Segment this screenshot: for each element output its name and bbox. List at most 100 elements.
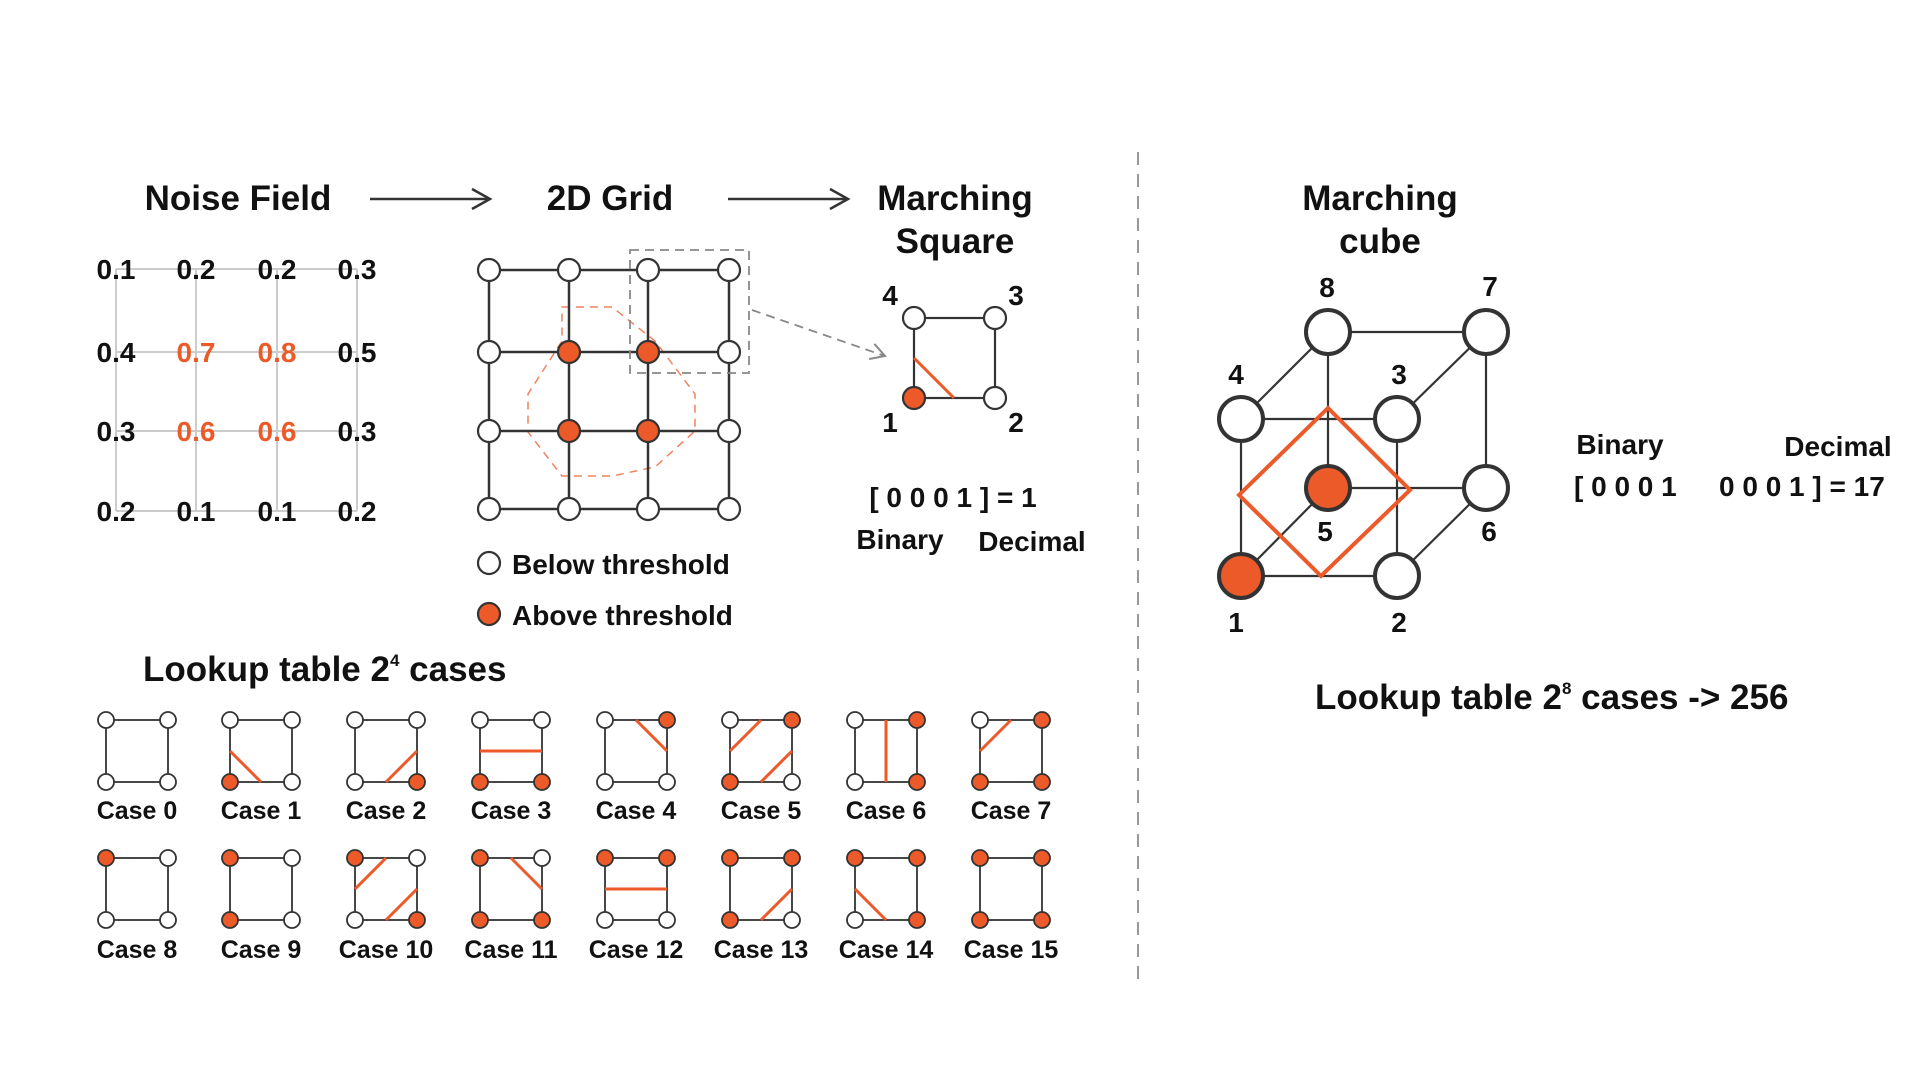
cube-vertex-6 — [1462, 464, 1510, 512]
grid-node-above — [635, 418, 661, 444]
case-14: Case 14 — [839, 849, 934, 964]
case-label: Case 12 — [589, 936, 684, 964]
legend-above-icon — [476, 601, 502, 627]
case-corner-below — [846, 711, 864, 729]
lookup-2d-title: Lookup table 24 cases — [143, 650, 507, 689]
grid-node-below — [635, 257, 661, 283]
case-label: Case 7 — [971, 797, 1052, 825]
case-corner-above — [971, 911, 989, 929]
case-cell — [729, 857, 793, 921]
case-corner-above — [1033, 911, 1051, 929]
legend-below-label: Below threshold — [512, 549, 730, 580]
case-corner-below — [97, 711, 115, 729]
case-corner-below — [159, 773, 177, 791]
case-corner-below — [471, 711, 489, 729]
cube-vertex-4 — [1217, 395, 1265, 443]
case-cell — [854, 857, 918, 921]
marching-cube-title-line1: Marching — [1302, 179, 1458, 218]
noise-value: 0.8 — [258, 337, 297, 368]
case-corner-above — [533, 773, 551, 791]
case-label: Case 6 — [846, 797, 927, 825]
case-corner-below — [533, 849, 551, 867]
case-corner-above — [908, 911, 926, 929]
case-corner-below — [159, 849, 177, 867]
cube-vertex-5 — [1304, 464, 1352, 512]
grid2d-nodes — [476, 257, 742, 522]
case-corner-above — [721, 911, 739, 929]
selection-box — [629, 249, 750, 374]
case-corner-below — [721, 711, 739, 729]
case-corner-below — [408, 849, 426, 867]
cube-label-5: 5 — [1317, 516, 1333, 547]
case-label: Case 3 — [471, 797, 552, 825]
legend-above-label: Above threshold — [512, 600, 733, 631]
grid-node-below — [716, 257, 742, 283]
case-corner-above — [97, 849, 115, 867]
case-contour — [978, 718, 1013, 753]
noise-field-values: 0.1 0.2 0.2 0.3 0.4 0.7 0.8 0.5 0.3 0.6 0.6 0.3 0.2 0… — [97, 254, 377, 527]
square-label-4: 4 — [882, 280, 898, 311]
case-corner-above — [221, 773, 239, 791]
case-cell — [979, 719, 1043, 783]
case-corner-above — [908, 849, 926, 867]
case-cell — [479, 857, 543, 921]
case-corner-below — [783, 773, 801, 791]
case-label: Case 2 — [346, 797, 427, 825]
square-corner-1 — [901, 385, 927, 411]
case-label: Case 0 — [97, 797, 178, 825]
grid-node-above — [556, 339, 582, 365]
case-corner-below — [346, 773, 364, 791]
case-corner-below — [97, 773, 115, 791]
case-corner-above — [471, 911, 489, 929]
grid-node-below — [476, 257, 502, 283]
case-corner-below — [533, 711, 551, 729]
case-15: Case 15 — [964, 849, 1058, 964]
case-label: Case 8 — [97, 936, 178, 964]
case-corner-above — [346, 849, 364, 867]
marching-square-title-line2: Square — [896, 222, 1015, 261]
grid-node-below — [476, 339, 502, 365]
grid-node-below — [556, 257, 582, 283]
cube-vertex-3 — [1373, 395, 1421, 443]
cube-vertex-8 — [1304, 308, 1352, 356]
cube-label-1: 1 — [1228, 607, 1244, 638]
case-8: Case 8 — [97, 849, 178, 964]
lookup-3d-title: Lookup table 28 cases -> 256 — [1315, 678, 1788, 717]
case-contour — [728, 718, 763, 753]
case-4: Case 4 — [596, 711, 677, 825]
square-corner-3 — [982, 305, 1008, 331]
grid-node-below — [556, 496, 582, 522]
case-corner-above — [846, 849, 864, 867]
cube-edges — [1239, 330, 1488, 578]
case-cell — [105, 857, 169, 921]
case-corner-above — [471, 773, 489, 791]
case-label: Case 4 — [596, 797, 677, 825]
case-2: Case 2 — [346, 711, 427, 825]
noise-value: 0.3 — [338, 416, 377, 447]
noise-value: 0.3 — [338, 254, 377, 285]
case-contour — [228, 749, 263, 784]
square-corner-2 — [982, 385, 1008, 411]
noise-value: 0.2 — [258, 254, 297, 285]
marching-square-section: Marching Square 4 3 1 2 [ 0 0 0 1 ] = 1 … — [856, 179, 1085, 557]
case-label: Case 11 — [464, 936, 557, 964]
noise-value: 0.2 — [97, 496, 136, 527]
case-corner-above — [221, 849, 239, 867]
noise-field-title: Noise Field — [145, 179, 332, 218]
case-corner-below — [408, 711, 426, 729]
noise-value: 0.6 — [258, 416, 297, 447]
case-corner-above — [408, 773, 426, 791]
grid-node-below — [716, 496, 742, 522]
cube-vertex-2 — [1373, 552, 1421, 600]
case-corner-below — [971, 711, 989, 729]
case-cell — [105, 719, 169, 783]
noise-value: 0.4 — [97, 337, 136, 368]
case-corner-above — [721, 849, 739, 867]
noise-value: 0.1 — [97, 254, 136, 285]
case-cell — [979, 857, 1043, 921]
case-corner-above — [1033, 711, 1051, 729]
case-label: Case 14 — [839, 936, 934, 964]
grid-node-below — [716, 418, 742, 444]
grid2d-section: 2D Grid Below threshold Above threshold — [476, 179, 750, 631]
case-label: Case 5 — [721, 797, 802, 825]
